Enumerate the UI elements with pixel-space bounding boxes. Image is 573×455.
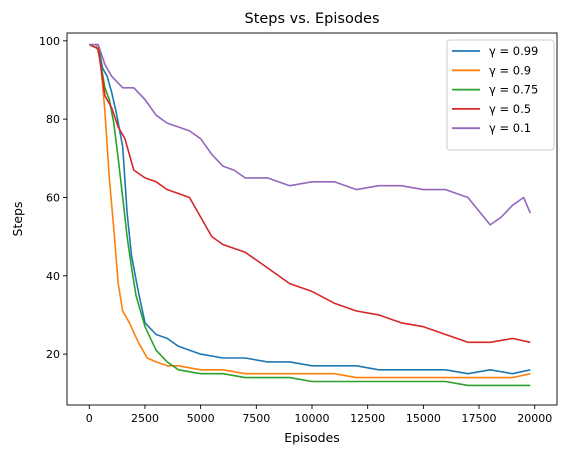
y-tick-label: 60: [46, 191, 60, 204]
chart-title: Steps vs. Episodes: [244, 11, 379, 27]
x-tick-label: 20000: [517, 412, 552, 425]
x-axis-label: Episodes: [284, 430, 340, 445]
y-tick-label: 80: [46, 113, 60, 126]
series-line-1: [89, 43, 531, 379]
x-tick-label: 2500: [131, 412, 159, 425]
x-tick-label: 10000: [295, 412, 330, 425]
y-tick-label: 20: [46, 348, 60, 361]
legend-label-0: γ = 0.99: [489, 44, 538, 58]
y-tick-label: 100: [39, 35, 60, 48]
y-tick-label: 40: [46, 270, 60, 283]
x-tick-label: 12500: [350, 412, 385, 425]
x-tick-label: 17500: [462, 412, 497, 425]
series-line-0: [89, 43, 531, 375]
plot-area: [88, 43, 532, 387]
legend-frame: [446, 39, 555, 151]
axes: 0 2500 5000 7500 10000 12500 15000 17500 20000 20…: [39, 32, 558, 425]
x-tick-label: 0: [86, 412, 93, 425]
legend-label-3: γ = 0.5: [489, 102, 531, 116]
legend: γ = 0.99 γ = 0.9 γ = 0.75 γ = 0.5 γ = 0.1: [446, 39, 555, 151]
series-line-4: [89, 43, 532, 226]
x-tick-label: 15000: [406, 412, 441, 425]
x-tick-label: 7500: [242, 412, 270, 425]
legend-label-1: γ = 0.9: [489, 63, 531, 77]
series-line-2: [88, 43, 531, 387]
legend-label-2: γ = 0.75: [489, 83, 538, 97]
x-tick-label: 5000: [187, 412, 215, 425]
series-line-3: [88, 43, 531, 344]
legend-label-4: γ = 0.1: [489, 121, 531, 135]
y-axis-label: Steps: [10, 202, 25, 237]
